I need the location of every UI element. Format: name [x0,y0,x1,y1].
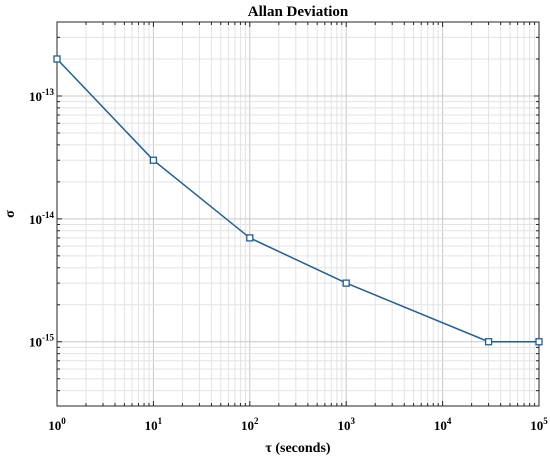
y-tick-label: 10-14 [29,210,54,227]
x-tick-labels: 100 101 102 103 104 105 [48,416,548,433]
data-point-marker [535,338,543,346]
x-tick-label: 101 [145,416,163,433]
x-tick-label: 102 [241,416,259,433]
data-point-marker [484,338,493,346]
x-axis-label: τ (seconds) [265,441,331,456]
y-tick-label: 10-13 [29,87,54,104]
grid-lines [56,21,540,407]
x-tick-label: 105 [530,416,548,433]
data-point-marker [53,55,61,63]
data-point-marker [342,279,350,287]
data-point-marker [246,234,254,242]
x-tick-label: 100 [48,416,66,433]
y-tick-labels: 10-13 10-14 10-15 [29,87,54,350]
y-tick-label: 10-15 [29,333,54,350]
data-markers [53,55,543,346]
chart-title: Allan Deviation [248,4,349,20]
data-point-marker [149,156,158,164]
series-line [56,58,539,343]
x-tick-label: 104 [434,416,452,433]
y-axis-label: σ [3,210,18,218]
tick-marks [56,21,540,407]
plot-frame [56,21,540,407]
x-tick-label: 103 [337,416,355,433]
